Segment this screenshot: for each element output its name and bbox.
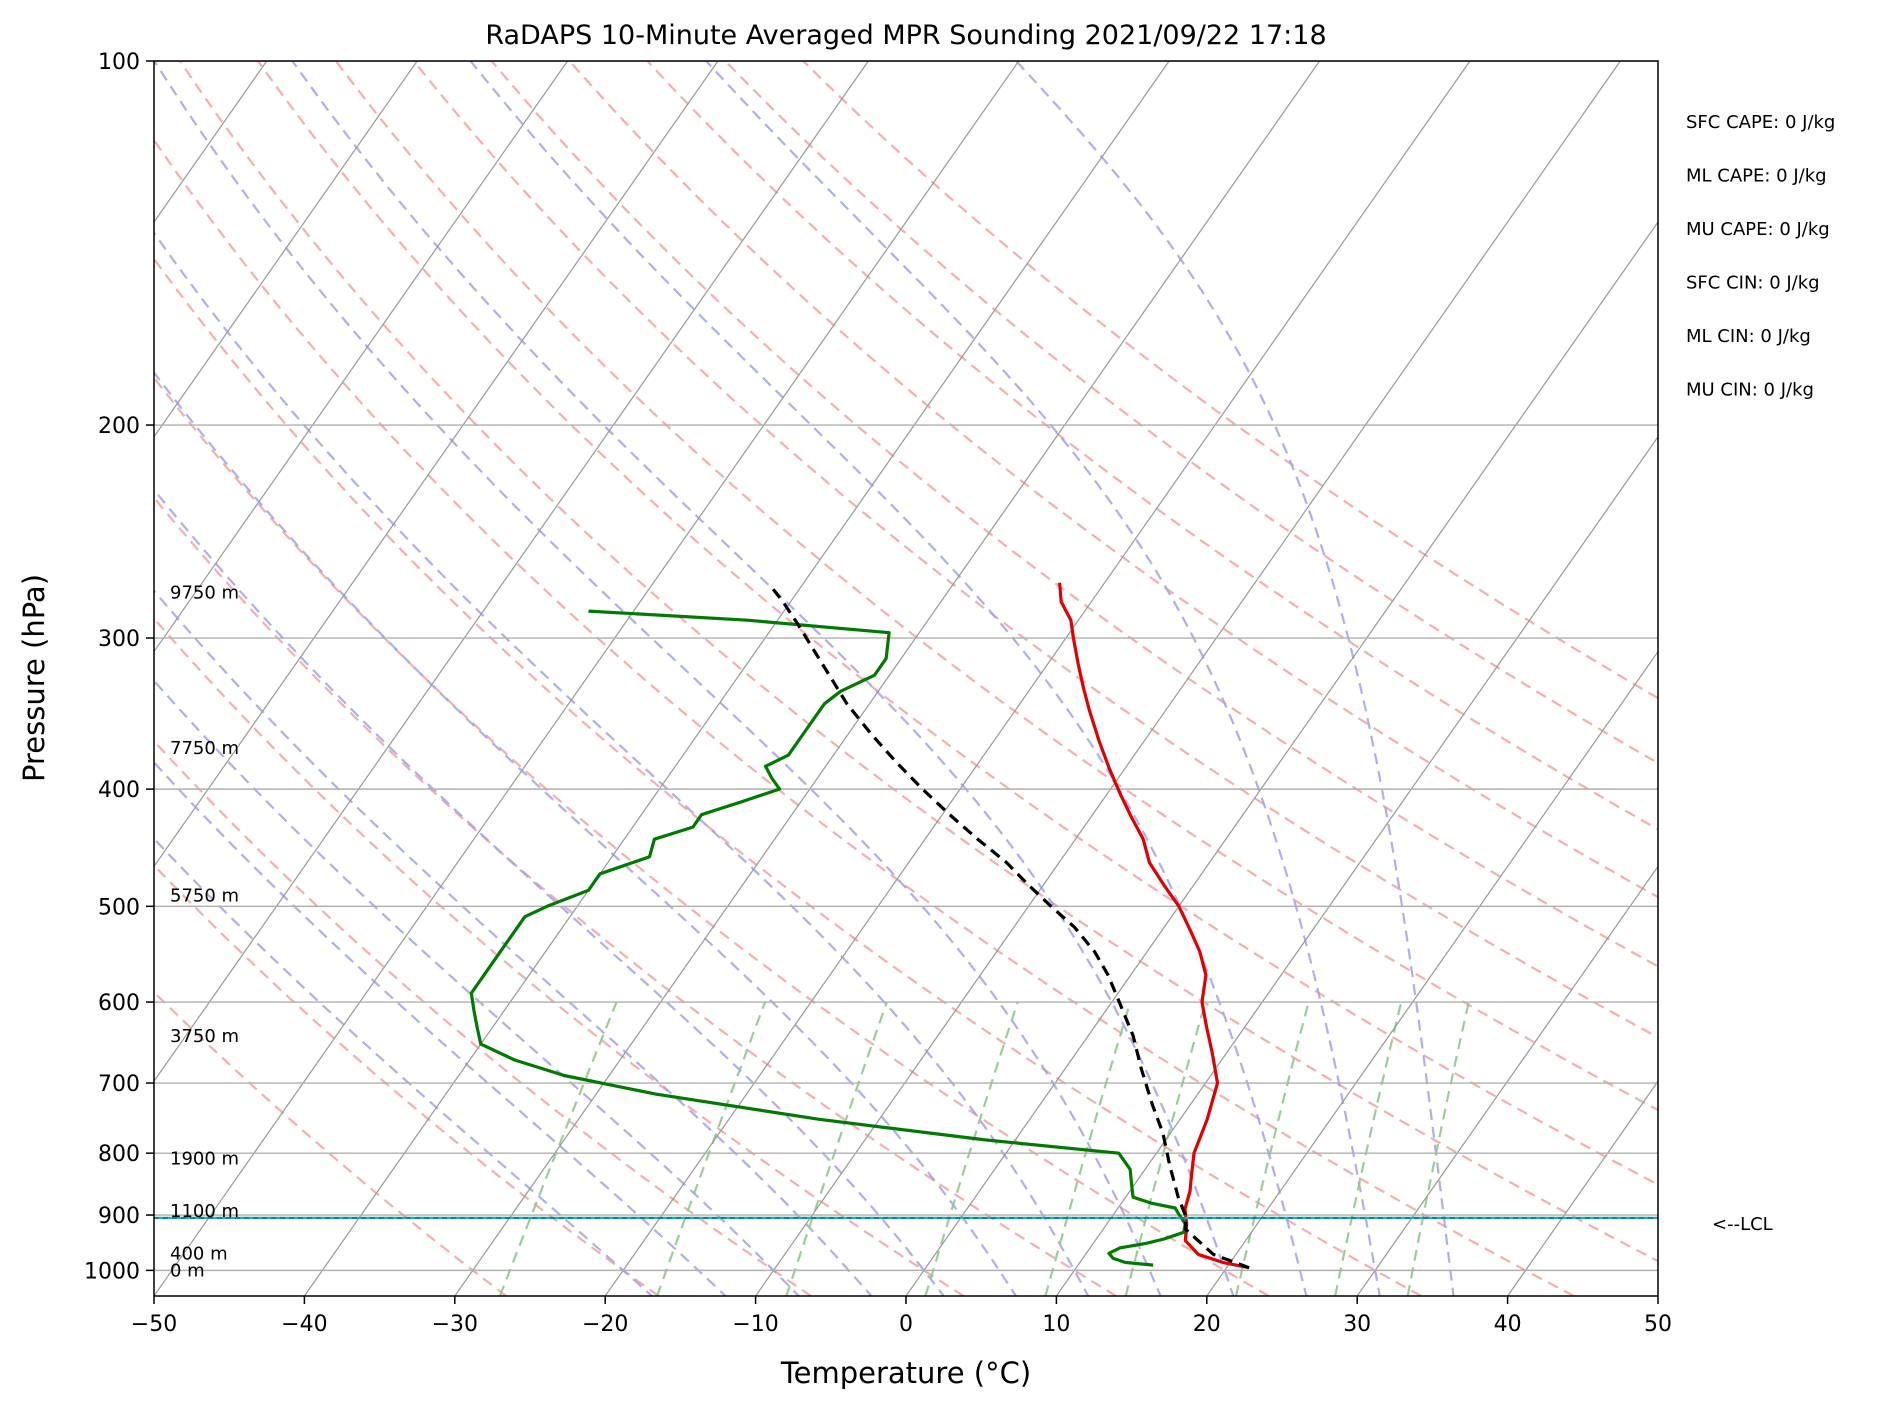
- moist-adiabat: [154, 487, 946, 1296]
- x-tick-label: 0: [899, 1312, 913, 1337]
- isotherm: [454, 61, 1321, 1296]
- isotherm: [154, 61, 569, 653]
- chart-title: RaDAPS 10-Minute Averaged MPR Sounding 2…: [485, 20, 1326, 51]
- background-lines: [154, 61, 1658, 1296]
- x-tick-label: −40: [281, 1312, 327, 1337]
- x-axis-ticks: −50 −40 −30 −20 −10 0 10 20 30 40 50: [131, 1296, 1672, 1337]
- stat-label: MU CAPE: 0 J/kg: [1686, 219, 1830, 240]
- y-tick-label: 300: [98, 627, 140, 652]
- mixing-ratio-line: [1124, 1001, 1207, 1296]
- y-axis-ticks: 100 200 300 400 500 600 700 800 900 1000: [84, 50, 154, 1284]
- y-tick-label: 200: [98, 414, 140, 439]
- y-tick-label: 100: [98, 50, 140, 75]
- stat-label: SFC CIN: 0 J/kg: [1686, 273, 1820, 294]
- stat-label: ML CIN: 0 J/kg: [1686, 326, 1811, 347]
- moist-adiabat: [154, 589, 873, 1296]
- dry-adiabat: [646, 61, 1658, 831]
- dry-adiabat: [154, 495, 1117, 1296]
- sounding-series: [154, 582, 1658, 1270]
- isotherm: [905, 220, 1658, 1296]
- stat-label: MU CIN: 0 J/kg: [1686, 380, 1814, 401]
- dry-adiabat: [154, 257, 1422, 1296]
- x-tick-label: −10: [732, 1312, 778, 1337]
- mixing-ratio-line: [1406, 1001, 1470, 1296]
- temperature-line: [1058, 582, 1250, 1270]
- altitude-label: 1100 m: [170, 1201, 239, 1222]
- mixing-ratio-line: [785, 1001, 888, 1296]
- altitude-labels: 9750 m 7750 m 5750 m 3750 m 1900 m 1100 m 400 …: [170, 582, 239, 1281]
- y-tick-label: 1000: [84, 1259, 140, 1284]
- mixing-ratio-line: [1044, 1001, 1132, 1296]
- isotherm: [755, 61, 1621, 1296]
- mixing-ratio-line: [1334, 1001, 1403, 1296]
- y-tick-label: 400: [98, 778, 140, 803]
- x-tick-label: −50: [131, 1312, 177, 1337]
- isotherm: [1356, 865, 1658, 1296]
- dewpoint-line: [469, 609, 1187, 1267]
- dry-adiabat: [154, 863, 660, 1296]
- x-tick-label: −20: [582, 1312, 628, 1337]
- dry-adiabat: [154, 990, 507, 1296]
- isotherm: [1206, 650, 1658, 1296]
- moist-adiabat: [154, 230, 1090, 1296]
- x-tick-label: 40: [1494, 1312, 1522, 1337]
- altitude-label: 400 m: [170, 1243, 228, 1264]
- moist-adiabat: [154, 760, 728, 1296]
- y-tick-label: 900: [98, 1204, 140, 1229]
- plot-frame: [153, 60, 1659, 1297]
- dry-adiabat: [179, 61, 1658, 1263]
- mixing-ratio-line: [924, 1001, 1019, 1296]
- x-tick-label: 10: [1042, 1312, 1070, 1337]
- x-axis-label: Temperature (°C): [780, 1356, 1031, 1390]
- mixing-ratio-line: [656, 1001, 767, 1296]
- isotherm: [303, 61, 1170, 1296]
- dry-adiabat: [154, 138, 1575, 1296]
- stat-label: SFC CAPE: 0 J/kg: [1686, 112, 1835, 133]
- isotherm: [1055, 435, 1658, 1296]
- y-axis-label: Pressure (hPa): [17, 574, 51, 782]
- moist-adiabat: [154, 61, 1162, 1296]
- altitude-label: 3750 m: [170, 1026, 239, 1047]
- isotherm: [154, 61, 869, 1083]
- mixing-ratio-line: [498, 1001, 618, 1296]
- moist-adiabat: [469, 61, 1308, 1296]
- lcl-label: <--LCL: [1712, 1214, 1773, 1235]
- x-tick-label: 20: [1193, 1312, 1221, 1337]
- isotherm: [604, 61, 1471, 1296]
- isotherm: [154, 61, 1020, 1296]
- y-tick-label: 800: [98, 1142, 140, 1167]
- moist-adiabat: [154, 679, 801, 1296]
- moist-adiabat: [291, 61, 1235, 1296]
- isotherm: [154, 61, 719, 868]
- altitude-label: 1900 m: [170, 1148, 239, 1169]
- y-tick-label: 500: [98, 895, 140, 920]
- mixing-ratio-line: [1234, 1001, 1310, 1296]
- stat-label: ML CAPE: 0 J/kg: [1686, 166, 1827, 187]
- dry-adiabat: [568, 61, 1658, 899]
- moist-adiabat: [705, 61, 1381, 1296]
- dry-adiabat: [154, 376, 1270, 1296]
- x-tick-label: 50: [1644, 1312, 1672, 1337]
- x-tick-label: −30: [432, 1312, 478, 1337]
- x-tick-label: 30: [1343, 1312, 1371, 1337]
- altitude-label: 9750 m: [170, 582, 239, 603]
- y-tick-label: 600: [98, 991, 140, 1016]
- stats-panel: SFC CAPE: 0 J/kg ML CAPE: 0 J/kg MU CAPE: …: [1686, 112, 1835, 401]
- dry-adiabat: [724, 61, 1658, 765]
- y-tick-label: 700: [98, 1072, 140, 1097]
- dry-adiabat: [412, 61, 1658, 1039]
- altitude-label: 7750 m: [170, 738, 239, 759]
- moist-adiabat: [154, 370, 1018, 1296]
- isotherm: [154, 61, 418, 438]
- moist-adiabat: [154, 837, 654, 1296]
- dry-adiabat: [257, 61, 1658, 1186]
- dry-adiabat: [154, 739, 812, 1296]
- dry-adiabat: [802, 61, 1658, 700]
- isotherm: [1507, 1080, 1658, 1296]
- altitude-label: 5750 m: [170, 886, 239, 907]
- dry-adiabat: [154, 616, 965, 1296]
- altitude-label: 0 m: [170, 1260, 205, 1281]
- parcel-line: [769, 585, 1250, 1270]
